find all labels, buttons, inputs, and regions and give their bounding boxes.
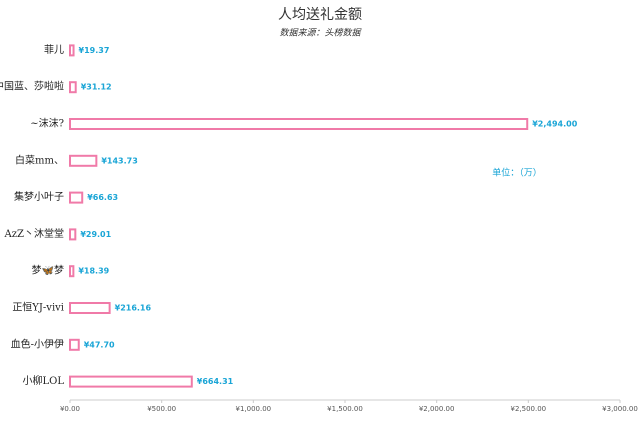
chart-title: 人均送礼金额 [278, 7, 362, 23]
value-label: ¥31.12 [81, 83, 112, 92]
category-label: ~沫沫? [30, 118, 64, 130]
x-tick-label: ¥2,500.00 [511, 405, 547, 413]
value-label: ¥18.39 [78, 267, 109, 276]
bar [69, 302, 111, 314]
bar [69, 118, 529, 130]
bar [69, 154, 98, 167]
annotation: 单位：（万） [492, 167, 542, 179]
value-label: ¥47.70 [84, 340, 115, 349]
x-tick-label: ¥1,000.00 [236, 405, 272, 413]
bar [69, 44, 75, 57]
category-label: 梦🦋梦 [32, 265, 64, 277]
category-label: 血色-小伊伊 [11, 337, 64, 350]
bar [69, 375, 193, 388]
value-label: ¥664.31 [197, 377, 234, 386]
category-label: 中国蓝、莎啦啦 [0, 80, 64, 93]
chart-subtitle: 数据来源：头榜数据 [279, 28, 362, 39]
category-label: 菲儿 [44, 44, 64, 56]
x-tick-label: ¥1,500.00 [327, 405, 363, 413]
category-label: 正恒YJ-vivi [12, 301, 64, 314]
value-label: ¥66.63 [87, 193, 118, 202]
value-label: ¥19.37 [79, 46, 110, 55]
x-tick-label: ¥2,000.00 [419, 405, 455, 413]
bar [69, 265, 75, 278]
bar [69, 81, 77, 94]
bar [69, 191, 84, 204]
x-tick-label: ¥3,000.00 [602, 405, 638, 413]
category-label: AzZ丶沐堂堂 [4, 227, 64, 240]
bar [69, 228, 77, 241]
value-label: ¥216.16 [115, 304, 152, 313]
bar [69, 338, 80, 351]
value-label: ¥29.01 [80, 230, 111, 239]
value-label: ¥2,494.00 [532, 120, 577, 129]
category-label: 集梦小叶子 [14, 190, 64, 203]
value-label: ¥143.73 [101, 156, 137, 165]
category-label: 白菜mm、 [15, 153, 64, 166]
x-tick-label: ¥0.00 [60, 405, 80, 413]
category-label: 小柳LOL [23, 374, 65, 387]
x-tick-label: ¥500.00 [147, 405, 176, 413]
